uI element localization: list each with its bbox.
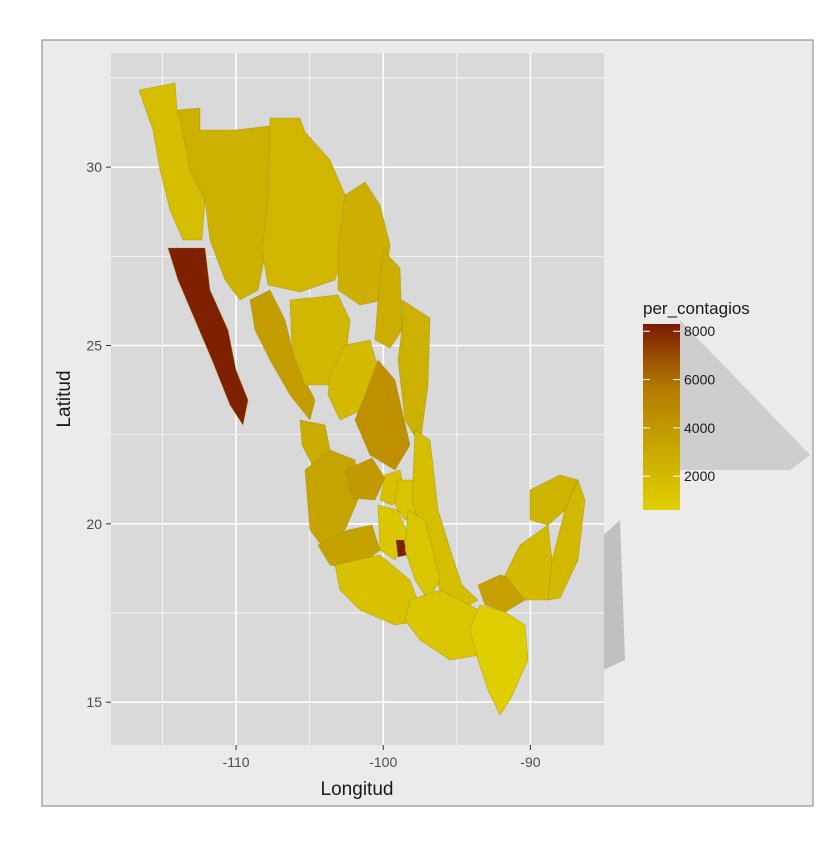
y-tick-label: 15 (86, 694, 102, 710)
region-san-luis-potosi (354, 359, 411, 471)
legend-tick-label: 2000 (684, 468, 715, 484)
region-chiapas (469, 604, 529, 716)
x-axis: -110 -100 -90 (223, 745, 541, 770)
legend-ticks: 2000 4000 6000 8000 (643, 323, 715, 484)
y-tick-label: 25 (86, 337, 102, 353)
y-tick-label: 30 (86, 159, 102, 175)
y-tick-label: 20 (86, 516, 102, 532)
x-axis-title: Longitud (321, 779, 394, 800)
mexico-map (138, 82, 586, 716)
legend-tick-label: 8000 (684, 323, 715, 339)
region-tamaulipas (397, 299, 431, 446)
region-guanajuato (344, 457, 386, 501)
region-quintana-roo (547, 479, 586, 601)
legend-shadow (680, 320, 810, 470)
region-sinaloa (249, 289, 316, 421)
x-tick-label: -110 (223, 754, 250, 770)
y-axis-title: Latitud (54, 370, 75, 427)
region-baja-california-sur (167, 247, 249, 426)
legend-tick-label: 6000 (684, 372, 715, 388)
region-baja-california (138, 82, 206, 241)
legend-tick-label: 4000 (684, 420, 715, 436)
x-tick-label: -90 (520, 754, 540, 770)
region-sonora (177, 107, 271, 301)
legend: per_contagios 2000 4000 6000 8000 (643, 299, 750, 510)
legend-colorbar (643, 324, 680, 510)
y-axis: 15 20 25 30 (86, 159, 111, 710)
x-tick-label: -100 (369, 754, 397, 770)
legend-title: per_contagios (643, 299, 750, 318)
region-nuevo-leon (374, 249, 403, 349)
